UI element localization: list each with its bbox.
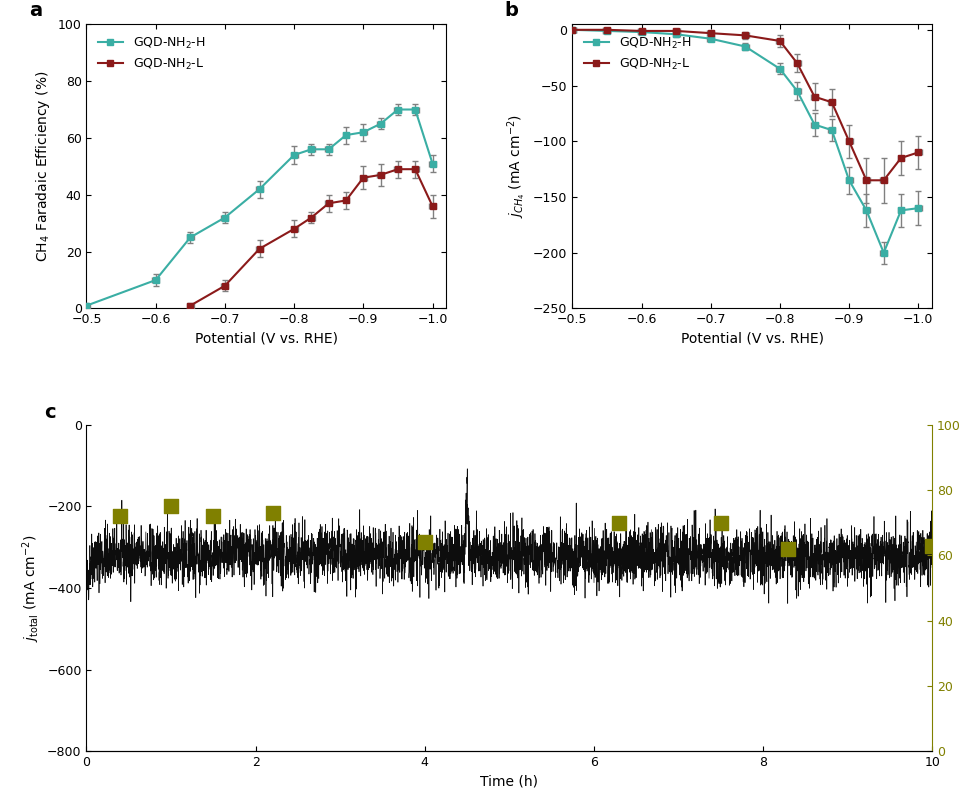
Legend: GQD-NH$_2$-H, GQD-NH$_2$-L: GQD-NH$_2$-H, GQD-NH$_2$-L [579,31,696,77]
Legend: GQD-NH$_2$-H, GQD-NH$_2$-L: GQD-NH$_2$-H, GQD-NH$_2$-L [93,31,210,77]
Point [417,536,432,549]
Text: b: b [504,1,518,19]
Y-axis label: CH$_4$ Faradaic Efficiency (%): CH$_4$ Faradaic Efficiency (%) [35,70,52,262]
X-axis label: Time (h): Time (h) [480,775,538,789]
Y-axis label: $j_\mathrm{total}$ (mA cm$^{-2}$): $j_\mathrm{total}$ (mA cm$^{-2}$) [20,534,41,642]
Point [112,510,128,523]
Point [163,500,179,513]
Text: c: c [44,403,56,422]
X-axis label: Potential (V vs. RHE): Potential (V vs. RHE) [680,332,824,346]
Y-axis label: $j_{CH_4}$ (mA cm$^{-2}$): $j_{CH_4}$ (mA cm$^{-2}$) [505,115,528,218]
Text: a: a [29,1,42,19]
X-axis label: Potential (V vs. RHE): Potential (V vs. RHE) [195,332,338,346]
Point [265,507,281,520]
Point [713,516,728,529]
Point [611,516,627,529]
Point [780,542,796,555]
Point [206,510,221,523]
Point [924,539,940,552]
